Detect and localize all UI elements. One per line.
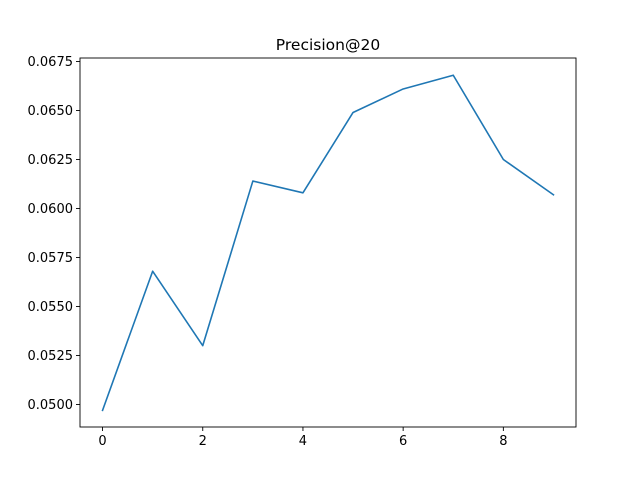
x-tick-label: 0 bbox=[98, 434, 106, 449]
x-tick-label: 8 bbox=[499, 434, 507, 449]
x-tick-label: 4 bbox=[299, 434, 307, 449]
x-tick-label: 6 bbox=[399, 434, 407, 449]
plot-area: 0 2 4 6 8 0.0500 0.0525 0.0550 0.0575 0.0600 0.062… bbox=[28, 55, 577, 449]
y-tick-label: 0.0575 bbox=[28, 251, 74, 266]
series-line bbox=[101, 74, 555, 412]
y-tick-label: 0.0650 bbox=[28, 104, 74, 119]
y-tick-label: 0.0550 bbox=[28, 300, 74, 315]
axes-frame bbox=[79, 57, 577, 428]
y-tick-label: 0.0500 bbox=[28, 398, 74, 413]
x-tick-label: 2 bbox=[199, 434, 207, 449]
y-tick-label: 0.0525 bbox=[28, 349, 74, 364]
y-tick-label: 0.0675 bbox=[28, 55, 74, 70]
chart-title: Precision@20 bbox=[276, 36, 380, 54]
y-tick-label: 0.0600 bbox=[28, 202, 74, 217]
y-tick-label: 0.0625 bbox=[28, 153, 74, 168]
